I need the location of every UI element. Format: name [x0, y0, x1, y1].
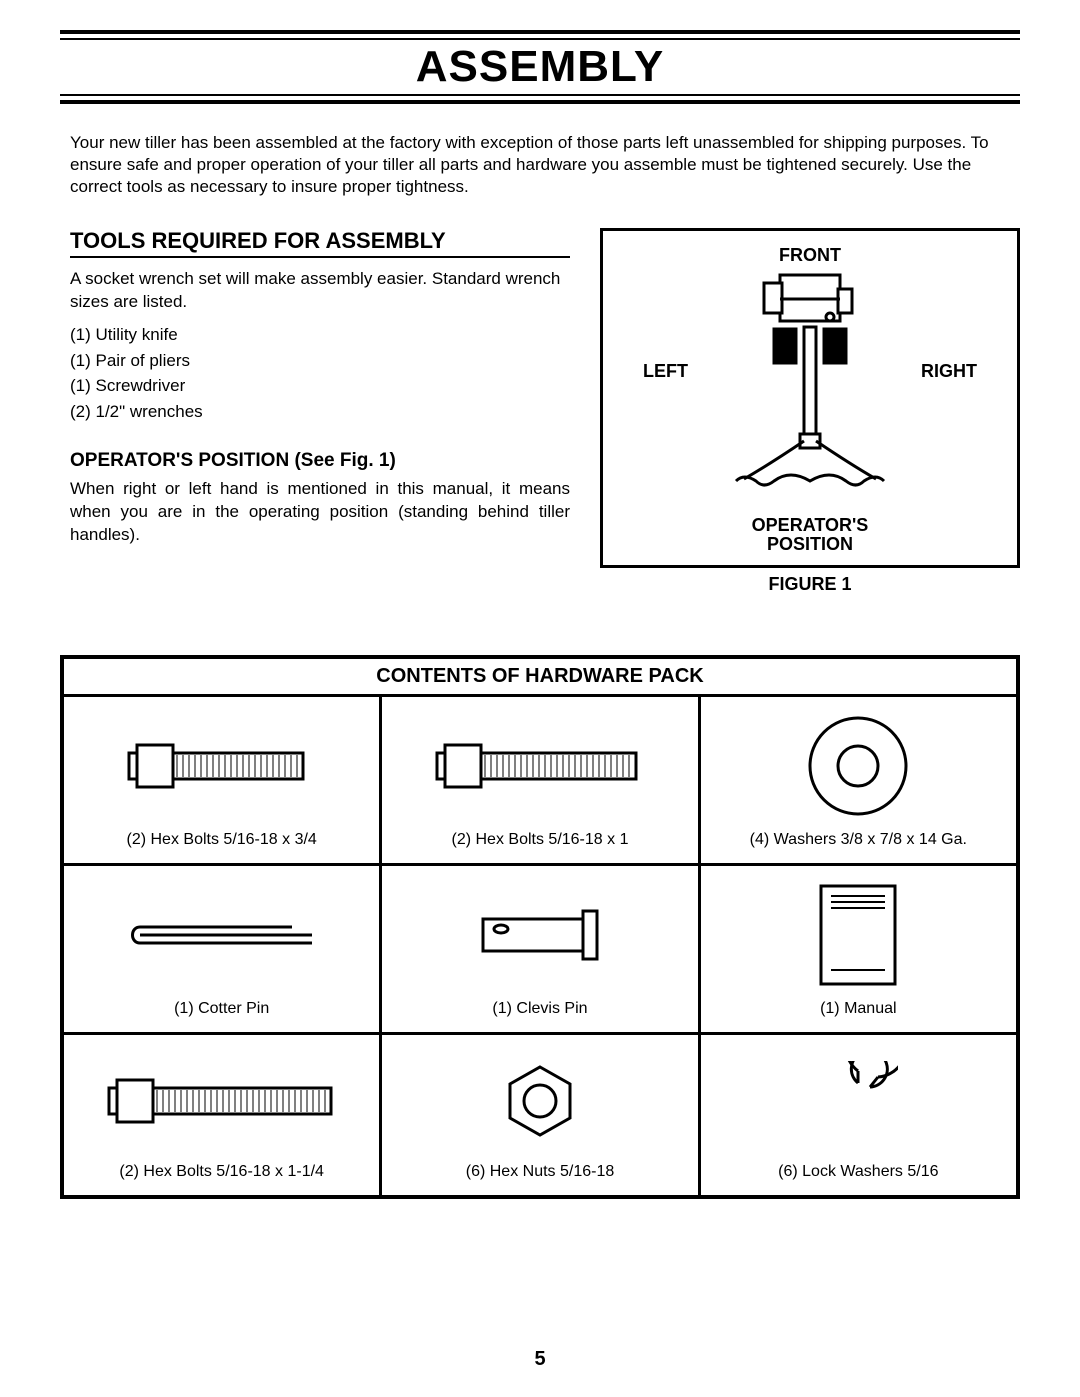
tools-list: (1) Utility knife (1) Pair of pliers (1)… [70, 322, 570, 424]
figure-1-box: FRONT LEFT RIGHT OPERATOR'S POSITION [600, 228, 1020, 568]
hardware-cell: (2) Hex Bolts 5/16-18 x 1 [382, 697, 700, 863]
hardware-cell: (1) Manual [701, 866, 1016, 1032]
hex-bolt-short-icon [74, 711, 369, 821]
figure-left-label: LEFT [643, 361, 688, 382]
hardware-pack-table: CONTENTS OF HARDWARE PACK (2) Hex Bolts … [60, 655, 1020, 1199]
left-column: TOOLS REQUIRED FOR ASSEMBLY A socket wre… [60, 228, 580, 595]
hardware-cell: (2) Hex Bolts 5/16-18 x 1-1/4 [64, 1035, 382, 1195]
list-item: (2) 1/2" wrenches [70, 399, 570, 425]
list-item: (1) Utility knife [70, 322, 570, 348]
tools-heading: TOOLS REQUIRED FOR ASSEMBLY [70, 228, 570, 258]
lock-washer-icon [711, 1049, 1006, 1153]
page-number: 5 [534, 1348, 545, 1371]
hardware-label: (2) Hex Bolts 5/16-18 x 1-1/4 [119, 1163, 324, 1181]
page-title: ASSEMBLY [60, 42, 1020, 92]
operator-position-text: When right or left hand is mentioned in … [70, 478, 570, 547]
hardware-cell: (6) Hex Nuts 5/16-18 [382, 1035, 700, 1195]
hardware-pack-header: CONTENTS OF HARDWARE PACK [64, 659, 1016, 697]
figure-right-label: RIGHT [921, 361, 977, 382]
clevis-pin-icon [392, 880, 687, 990]
hardware-label: (1) Manual [820, 1000, 896, 1018]
figure-1-caption: FIGURE 1 [600, 574, 1020, 595]
page-title-inner-rule: ASSEMBLY [60, 38, 1020, 96]
hex-bolt-long-icon [74, 1049, 369, 1153]
table-row: (1) Cotter Pin (1) Clevis Pin (1) Manual [64, 866, 1016, 1035]
hardware-label: (4) Washers 3/8 x 7/8 x 14 Ga. [750, 831, 967, 849]
hardware-cell: (2) Hex Bolts 5/16-18 x 3/4 [64, 697, 382, 863]
tiller-top-view-icon [730, 269, 890, 509]
hardware-label: (2) Hex Bolts 5/16-18 x 1 [452, 831, 629, 849]
list-item: (1) Screwdriver [70, 373, 570, 399]
washer-icon [711, 711, 1006, 821]
manual-icon [711, 880, 1006, 990]
intro-paragraph: Your new tiller has been assembled at th… [60, 132, 1020, 198]
tools-note: A socket wrench set will make assembly e… [70, 268, 570, 314]
hardware-cell: (1) Cotter Pin [64, 866, 382, 1032]
hex-bolt-med-icon [392, 711, 687, 821]
page-title-rule: ASSEMBLY [60, 30, 1020, 104]
figure-front-label: FRONT [779, 245, 841, 266]
right-column: FRONT LEFT RIGHT OPERATOR'S POSITION [600, 228, 1020, 595]
operator-position-heading: OPERATOR'S POSITION (See Fig. 1) [70, 450, 570, 472]
hardware-label: (6) Lock Washers 5/16 [778, 1163, 938, 1181]
hardware-cell: (4) Washers 3/8 x 7/8 x 14 Ga. [701, 697, 1016, 863]
list-item: (1) Pair of pliers [70, 348, 570, 374]
hex-nut-icon [392, 1049, 687, 1153]
cotter-pin-icon [74, 880, 369, 990]
hardware-label: (1) Clevis Pin [492, 1000, 587, 1018]
hardware-cell: (6) Lock Washers 5/16 [701, 1035, 1016, 1195]
hardware-label: (1) Cotter Pin [174, 1000, 269, 1018]
hardware-label: (2) Hex Bolts 5/16-18 x 3/4 [127, 831, 317, 849]
figure-operator-label: OPERATOR'S POSITION [752, 516, 869, 556]
table-row: (2) Hex Bolts 5/16-18 x 3/4 (2) Hex Bolt… [64, 697, 1016, 866]
hardware-label: (6) Hex Nuts 5/16-18 [466, 1163, 615, 1181]
two-column-layout: TOOLS REQUIRED FOR ASSEMBLY A socket wre… [60, 228, 1020, 595]
hardware-cell: (1) Clevis Pin [382, 866, 700, 1032]
table-row: (2) Hex Bolts 5/16-18 x 1-1/4 (6) Hex Nu… [64, 1035, 1016, 1195]
